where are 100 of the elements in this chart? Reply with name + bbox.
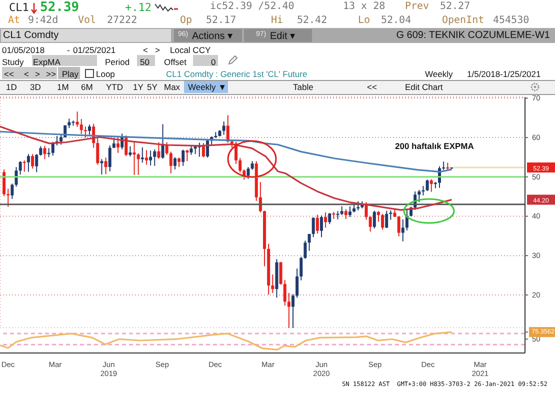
text: < — [143, 45, 148, 55]
candlestick — [108, 144, 112, 172]
text: Edit Chart — [405, 82, 443, 92]
candlestick — [304, 240, 307, 260]
candlestick — [84, 126, 87, 138]
candlestick — [348, 206, 352, 218]
text: +.12 — [125, 1, 152, 14]
candlestick — [238, 157, 242, 174]
candlestick — [426, 179, 429, 192]
candlestick — [372, 210, 376, 229]
candlestick — [328, 212, 332, 225]
candlestick — [178, 157, 181, 168]
text: G 609: TEKNIK COZUMLEME-W1 — [396, 30, 550, 41]
candlestick — [76, 111, 79, 128]
candlestick — [116, 137, 120, 154]
candlestick — [430, 178, 433, 192]
text: 52.04 — [381, 15, 412, 26]
candlestick — [385, 210, 388, 229]
text: Local CCY — [170, 45, 211, 55]
candlestick — [169, 151, 172, 174]
text: 5Y — [147, 82, 158, 92]
candlestick — [182, 149, 185, 166]
candlestick — [161, 124, 164, 160]
text: 3D — [30, 82, 41, 92]
text: OpenInt — [442, 15, 484, 26]
candlestick — [368, 216, 372, 232]
candlestick — [312, 216, 315, 238]
candlestick — [104, 157, 108, 175]
candlestick — [397, 216, 400, 237]
candlestick — [14, 166, 18, 188]
candlestick — [381, 213, 384, 230]
text: Vol — [78, 15, 96, 26]
candlestick — [324, 212, 328, 228]
text: Weekly ▼ — [188, 82, 226, 92]
text: 52.27 — [440, 1, 470, 12]
text: Period — [105, 57, 130, 67]
text: CL1 Comdty : Generic 1st 'CL' Future — [166, 69, 308, 79]
text: CL1 — [9, 1, 29, 14]
text: 52.39 — [40, 0, 80, 15]
candlestick — [287, 292, 290, 328]
text: CL1 Comdty — [3, 30, 59, 41]
candlestick — [2, 168, 6, 197]
candlestick — [31, 154, 34, 170]
text: > — [35, 69, 40, 79]
text: 1/5/2018-1/25/2021 — [467, 69, 541, 79]
text: Table — [293, 82, 314, 92]
text: < — [24, 69, 29, 79]
candlestick — [186, 149, 189, 162]
candlestick — [389, 210, 392, 220]
candlestick — [35, 154, 38, 173]
text: 1M — [57, 82, 69, 92]
text: 52.42 — [297, 15, 328, 26]
candlestick — [51, 141, 54, 156]
text: 01/05/2018 — [2, 45, 45, 55]
candlestick — [18, 160, 22, 176]
candlestick — [153, 148, 156, 166]
text: 01/25/2021 — [73, 45, 116, 55]
text: Loop — [96, 69, 115, 79]
text: Lo — [358, 15, 370, 26]
text: 50 — [140, 57, 150, 67]
text: ExpMA — [33, 57, 60, 67]
candlestick — [100, 158, 104, 176]
text: Actions ▾ — [192, 30, 233, 42]
text: Play — [62, 69, 79, 79]
candlestick — [43, 145, 46, 160]
candlestick — [271, 274, 274, 294]
text: Hi — [271, 15, 284, 26]
text: Weekly — [425, 69, 453, 79]
candlestick — [291, 294, 294, 328]
candlestick — [68, 118, 71, 129]
candlestick — [401, 218, 404, 242]
candlestick — [128, 146, 132, 157]
candlestick — [80, 118, 83, 134]
candlestick — [88, 124, 92, 136]
candlestick — [308, 233, 311, 252]
candlestick — [316, 214, 319, 234]
candlestick — [144, 150, 148, 166]
text: 0 — [211, 57, 216, 67]
text: Op — [180, 15, 192, 26]
text: - — [67, 45, 70, 55]
text: Offset — [164, 57, 187, 67]
text: 6M — [81, 82, 93, 92]
candlestick — [165, 142, 168, 156]
candlestick — [190, 145, 193, 156]
text: >> — [46, 69, 56, 79]
text: << — [4, 69, 14, 79]
series-label: 200 haftalık EXPMA — [395, 141, 474, 151]
text: 52.17 — [206, 15, 236, 26]
candlestick — [296, 268, 299, 298]
text: Study — [2, 57, 24, 67]
candlestick — [376, 210, 380, 222]
candlestick — [39, 146, 42, 156]
text: 1Y — [133, 82, 144, 92]
text: Edit ▾ — [270, 30, 296, 42]
candlestick — [283, 279, 286, 306]
candlestick — [10, 183, 14, 200]
candlestick — [222, 120, 226, 136]
text: ic52.39 /52.40 — [210, 1, 294, 12]
text: YTD — [106, 82, 123, 92]
candlestick — [418, 189, 421, 203]
